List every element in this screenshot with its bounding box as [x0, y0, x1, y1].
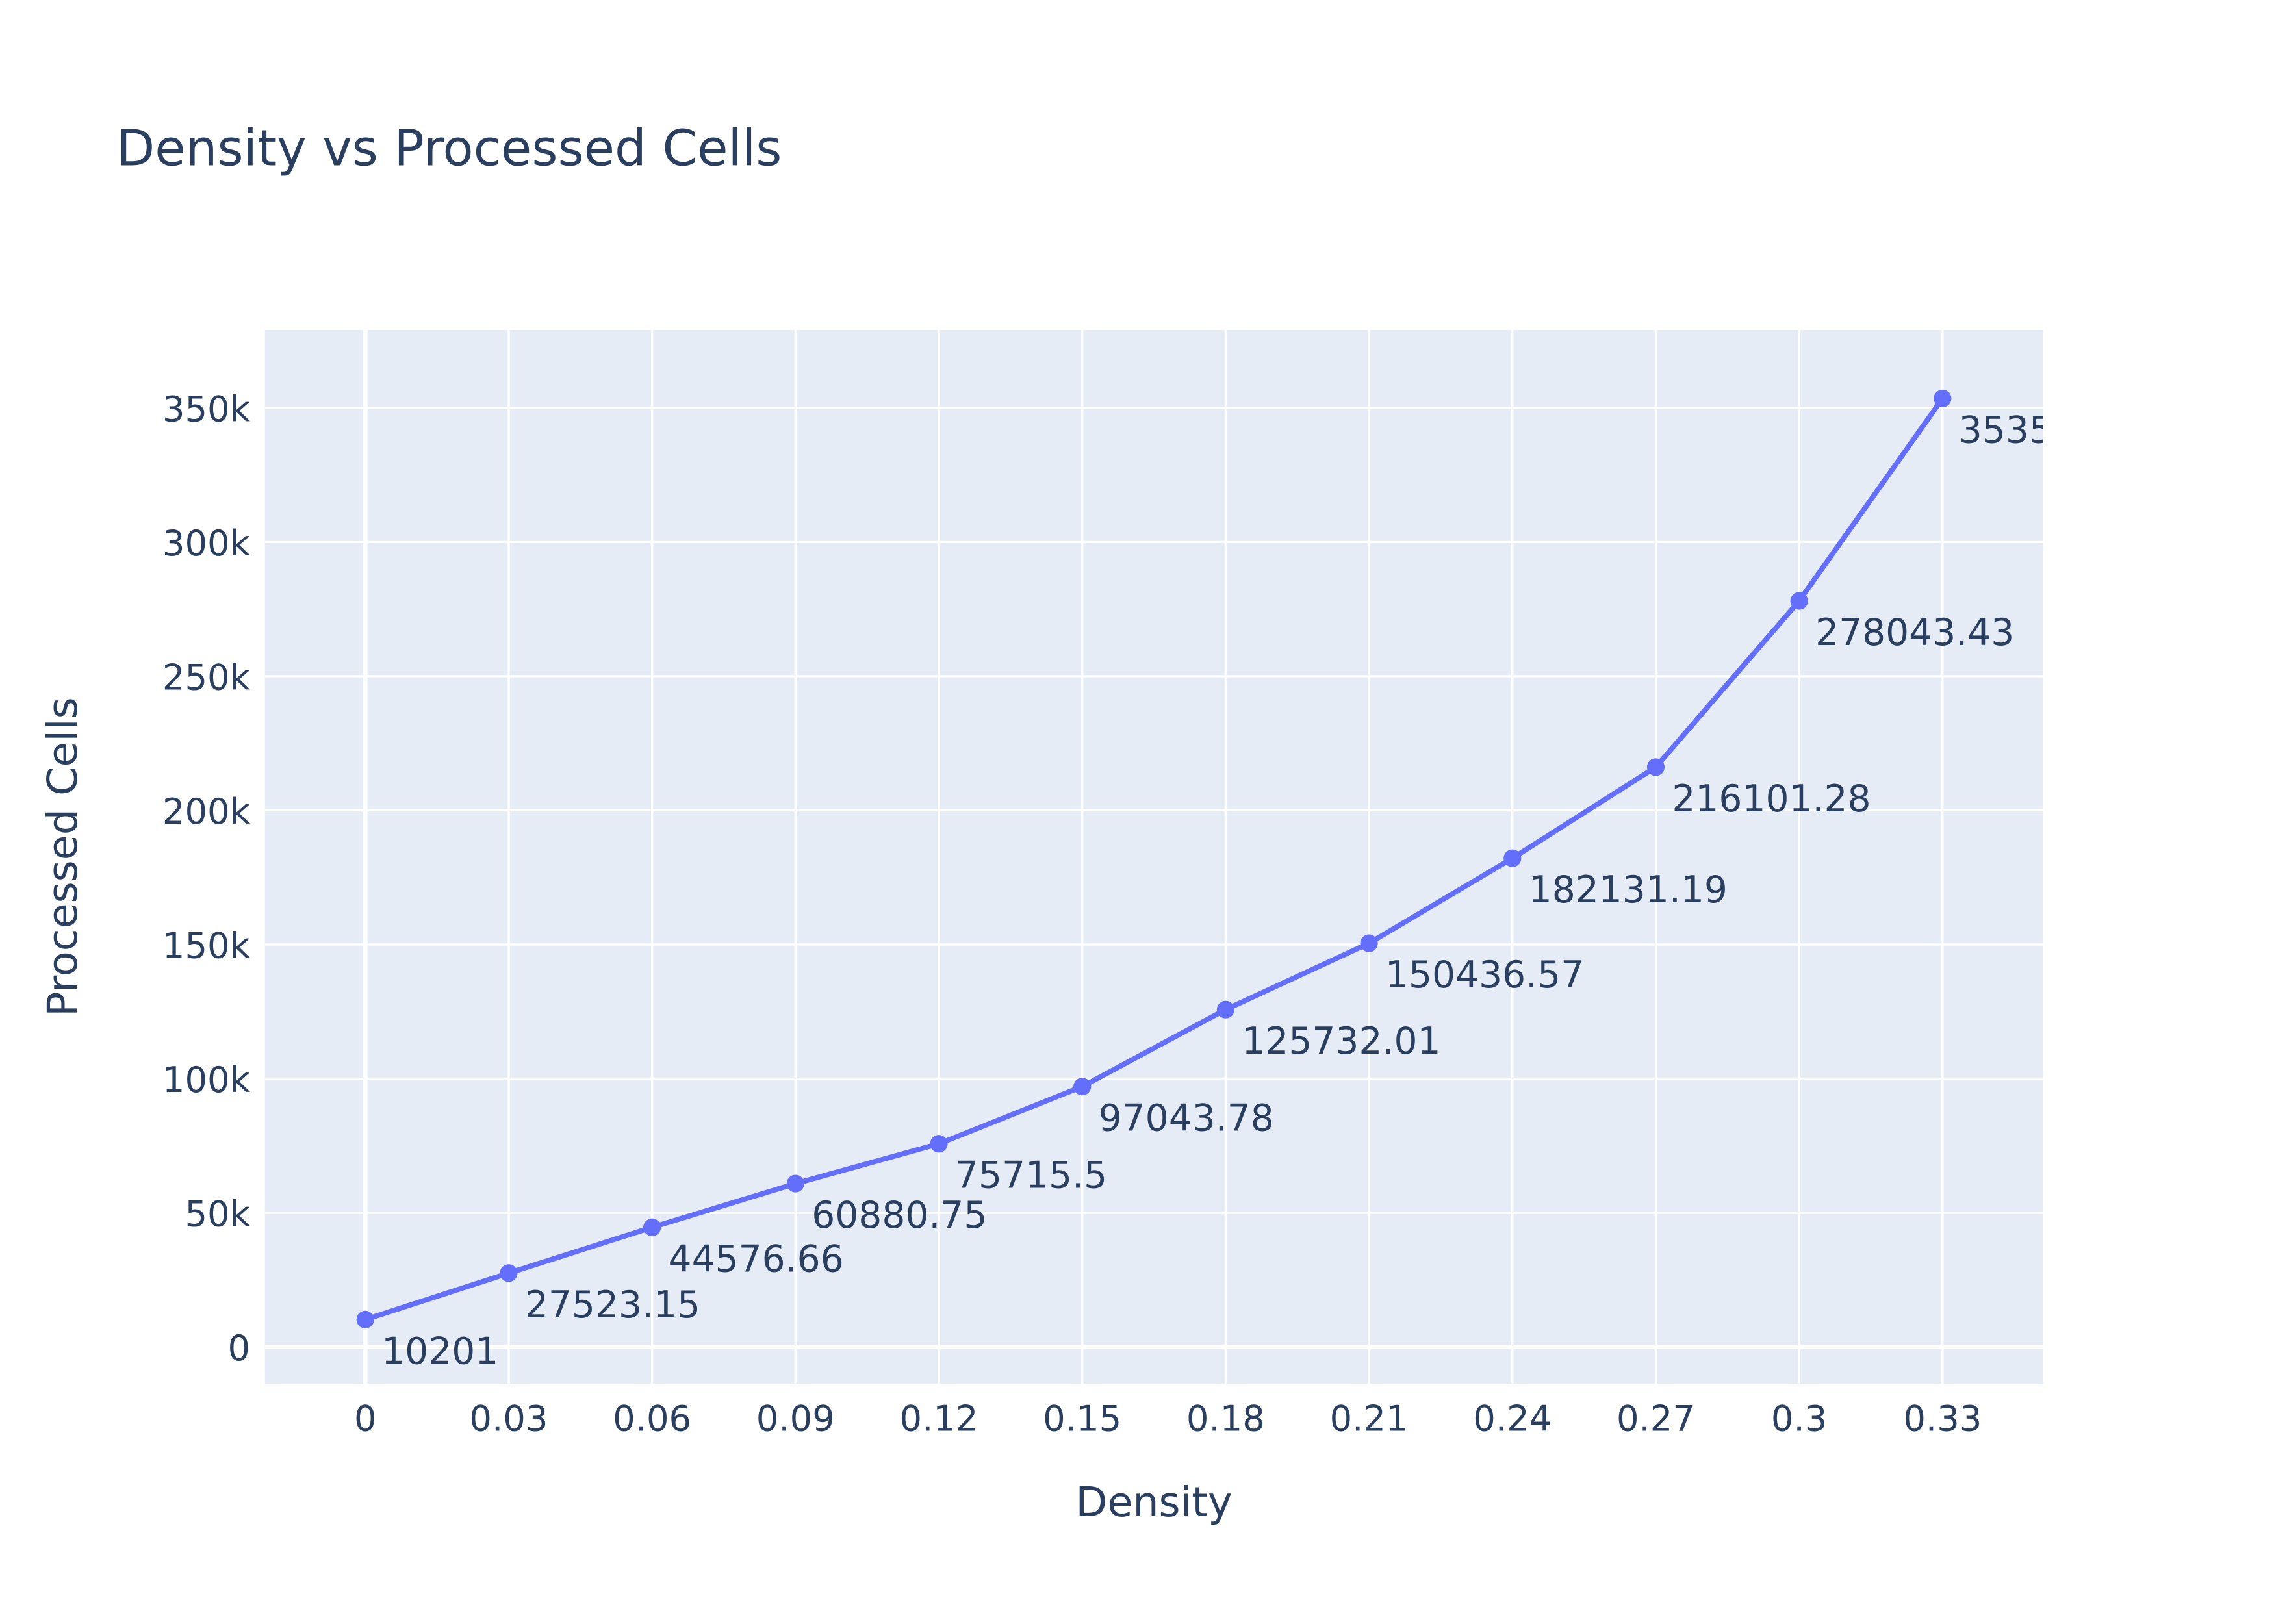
y-tick-label: 200k [162, 791, 251, 832]
y-tick-label: 0 [228, 1328, 251, 1369]
data-label: 27523.15 [525, 1284, 700, 1326]
y-tick-label: 350k [162, 388, 251, 429]
y-tick-label: 250k [162, 657, 251, 698]
data-point [1503, 849, 1522, 867]
data-label: 278043.43 [1815, 611, 2014, 654]
x-tick-label: 0.33 [1903, 1399, 1982, 1440]
data-point [930, 1135, 948, 1153]
data-point [643, 1218, 661, 1236]
data-point [1934, 389, 1952, 408]
x-tick-label: 0.06 [613, 1399, 691, 1440]
data-point [1216, 1000, 1234, 1019]
y-tick-label: 300k [162, 523, 251, 564]
data-label: 97043.78 [1099, 1097, 1274, 1140]
data-label: 353500 [1959, 409, 2099, 451]
plot-area [264, 330, 2043, 1384]
data-label: 75715.5 [955, 1154, 1107, 1197]
data-line [364, 397, 1945, 1323]
y-tick-label: 150k [162, 925, 251, 966]
x-axis-title: Density [1075, 1478, 1232, 1526]
data-point [500, 1264, 518, 1282]
x-tick-label: 0.09 [756, 1399, 835, 1440]
x-tick-label: 0 [354, 1399, 377, 1440]
x-tick-label: 0.18 [1186, 1399, 1265, 1440]
x-tick-label: 0.12 [899, 1399, 978, 1440]
data-label: 44576.66 [669, 1237, 844, 1280]
data-label: 60880.75 [811, 1194, 987, 1237]
chart-title: Density vs Processed Cells [116, 120, 782, 177]
data-label: 10201 [381, 1330, 498, 1373]
x-tick-label: 0.3 [1771, 1399, 1827, 1440]
x-tick-label: 0.24 [1473, 1399, 1552, 1440]
data-point [786, 1174, 804, 1193]
data-point [1646, 758, 1665, 776]
data-label: 125732.01 [1242, 1020, 1440, 1063]
data-point [356, 1310, 374, 1328]
x-tick-label: 0.21 [1330, 1399, 1409, 1440]
y-axis-title: Processed Cells [38, 697, 86, 1017]
x-tick-label: 0.27 [1616, 1399, 1695, 1440]
data-label: 216101.28 [1672, 778, 1871, 820]
data-point [1360, 934, 1378, 952]
data-point [1073, 1078, 1092, 1096]
data-label: 182131.19 [1529, 869, 1728, 911]
x-tick-label: 0.03 [469, 1399, 548, 1440]
data-label: 150436.57 [1385, 954, 1584, 996]
y-tick-label: 100k [162, 1059, 251, 1100]
data-point [1790, 592, 1808, 610]
x-tick-label: 0.15 [1043, 1399, 1121, 1440]
y-tick-label: 50k [185, 1193, 250, 1234]
